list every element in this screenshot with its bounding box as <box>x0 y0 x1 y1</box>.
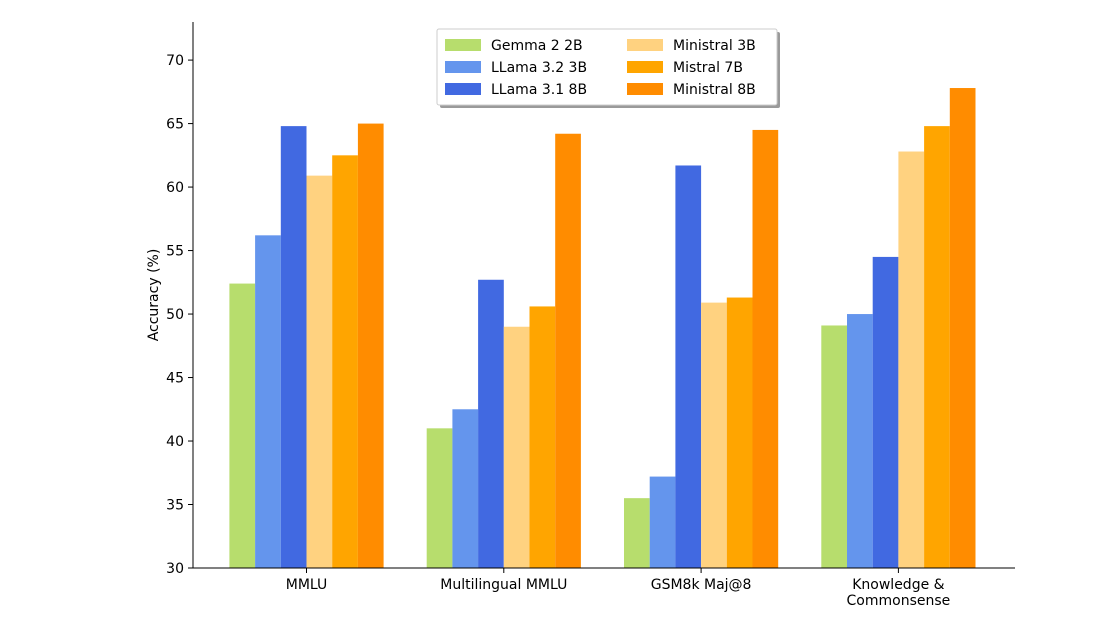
bar-llama-3-2-3b-2 <box>649 476 676 568</box>
legend-label: Gemma 2 2B <box>491 38 583 54</box>
bar-ministral-8b-2 <box>752 129 779 568</box>
y-tick-label: 40 <box>166 434 184 450</box>
bar-llama-3-2-3b-0 <box>255 235 281 568</box>
bar-ministral-8b-0 <box>357 123 384 568</box>
y-axis-label: Accuracy (%) <box>146 249 162 342</box>
bar-llama-3-2-3b-1 <box>452 409 479 568</box>
bar-ministral-3b-1 <box>503 326 530 568</box>
y-tick-label: 70 <box>166 53 184 69</box>
y-tick-label: 55 <box>166 244 184 260</box>
legend-swatch <box>627 39 663 51</box>
legend-label: Ministral 3B <box>673 38 756 54</box>
bar-mistral-7b-3 <box>924 126 950 569</box>
y-tick-label: 65 <box>166 117 184 133</box>
legend-swatch <box>445 83 481 95</box>
bar-llama-3-2-3b-3 <box>847 314 873 568</box>
legend-label: LLama 3.1 8B <box>491 82 587 98</box>
bar-mistral-7b-0 <box>332 155 358 568</box>
bar-llama-3-1-8b-1 <box>478 279 504 568</box>
bar-llama-3-1-8b-0 <box>280 126 307 569</box>
bar-gemma-2-2b-2 <box>624 498 650 568</box>
bar-gemma-2-2b-3 <box>821 325 847 568</box>
axes-group: 30 35 40 45 50 55 60 65 70 MMLU Multilingual MMLU G… <box>146 22 1015 609</box>
bar-llama-3-1-8b-3 <box>872 256 899 568</box>
x-tick-label: Multilingual MMLU <box>440 577 567 593</box>
legend-swatch <box>445 61 481 73</box>
bar-mistral-7b-1 <box>529 306 556 568</box>
legend-swatch <box>445 39 481 51</box>
bar-ministral-8b-1 <box>555 133 581 569</box>
legend-swatch <box>627 61 663 73</box>
bar-mistral-7b-2 <box>726 297 753 568</box>
legend-label: Mistral 7B <box>673 60 743 76</box>
bars-group <box>229 88 976 569</box>
y-tick-label: 45 <box>166 371 184 387</box>
legend-swatch <box>627 83 663 95</box>
bar-gemma-2-2b-1 <box>426 428 453 568</box>
legend-frame <box>436 28 778 106</box>
bar-ministral-3b-0 <box>306 175 333 568</box>
bar-llama-3-1-8b-2 <box>675 165 702 569</box>
legend: Gemma 2 2B LLama 3.2 3B LLama 3.1 8B Minist… <box>436 28 780 108</box>
legend-label: Ministral 8B <box>673 82 756 98</box>
y-tick-label: 35 <box>166 498 184 514</box>
x-tick-label: MMLU <box>286 577 328 593</box>
x-tick-label: Knowledge & Commonsense <box>847 577 951 609</box>
y-tick-label: 50 <box>166 307 184 323</box>
y-tick-label: 30 <box>166 561 184 577</box>
legend-label: LLama 3.2 3B <box>491 60 587 76</box>
bar-ministral-8b-3 <box>949 88 976 568</box>
bar-gemma-2-2b-0 <box>229 283 256 568</box>
bar-ministral-3b-3 <box>898 151 925 568</box>
x-tick-label: GSM8k Maj@8 <box>651 577 752 593</box>
bar-ministral-3b-2 <box>701 302 727 568</box>
y-tick-label: 60 <box>166 180 184 196</box>
